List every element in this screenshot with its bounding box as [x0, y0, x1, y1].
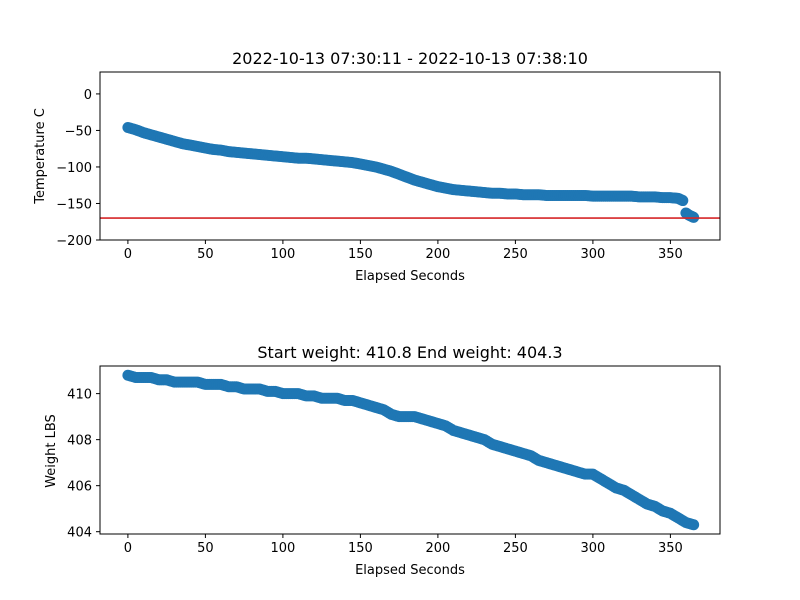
temperature-x-axis-label: Elapsed Seconds — [355, 269, 465, 284]
weight-y-axis-label: Weight LBS — [44, 414, 59, 488]
weight-data-points — [122, 369, 700, 531]
temperature-x-tick-label: 250 — [503, 247, 528, 262]
weight-plot: Start weight: 410.8 End weight: 404.3 El… — [44, 343, 721, 578]
temperature-x-ticks: 0 50 100 150 200 250 300 350 — [124, 240, 683, 262]
weight-x-tick-label: 50 — [197, 541, 214, 556]
temperature-x-tick-label: 200 — [425, 247, 450, 262]
weight-y-tick-label: 408 — [67, 434, 92, 449]
temperature-y-tick-label: −200 — [56, 234, 92, 249]
temperature-data-points — [122, 122, 700, 223]
weight-data-point — [688, 519, 700, 531]
weight-x-tick-label: 250 — [503, 541, 528, 556]
temperature-plot: 2022-10-13 07:30:11 - 2022-10-13 07:38:1… — [33, 49, 721, 284]
weight-x-tick-label: 200 — [425, 541, 450, 556]
temperature-y-axis-label: Temperature C — [33, 108, 48, 205]
temperature-data-point — [677, 195, 689, 207]
weight-x-axis-label: Elapsed Seconds — [355, 563, 465, 578]
weight-plot-frame — [99, 365, 721, 535]
weight-x-tick-label: 350 — [658, 541, 683, 556]
weight-x-tick-label: 300 — [580, 541, 605, 556]
temperature-x-tick-label: 0 — [124, 247, 132, 262]
weight-y-ticks: 404 406 408 410 — [67, 388, 100, 541]
temperature-y-tick-label: −50 — [65, 124, 92, 139]
temperature-plot-title: 2022-10-13 07:30:11 - 2022-10-13 07:38:1… — [232, 49, 588, 68]
temperature-x-tick-label: 350 — [658, 247, 683, 262]
temperature-x-tick-label: 50 — [197, 247, 214, 262]
temperature-y-tick-label: −100 — [56, 161, 92, 176]
temperature-y-tick-label: 0 — [84, 88, 92, 103]
temperature-x-tick-label: 100 — [270, 247, 295, 262]
weight-x-tick-label: 0 — [124, 541, 132, 556]
weight-y-tick-label: 406 — [67, 480, 92, 495]
temperature-x-tick-label: 300 — [580, 247, 605, 262]
weight-plot-title: Start weight: 410.8 End weight: 404.3 — [257, 343, 562, 362]
temperature-x-tick-label: 150 — [348, 247, 373, 262]
temperature-y-ticks: −200 −150 −100 −50 0 — [56, 88, 100, 249]
weight-y-tick-label: 410 — [67, 388, 92, 403]
temperature-y-tick-label: −150 — [56, 197, 92, 212]
weight-x-ticks: 0 50 100 150 200 250 300 350 — [124, 534, 683, 556]
weight-x-tick-label: 100 — [270, 541, 295, 556]
weight-y-tick-label: 404 — [67, 526, 92, 541]
weight-x-tick-label: 150 — [348, 541, 373, 556]
temperature-plot-frame — [99, 71, 721, 241]
